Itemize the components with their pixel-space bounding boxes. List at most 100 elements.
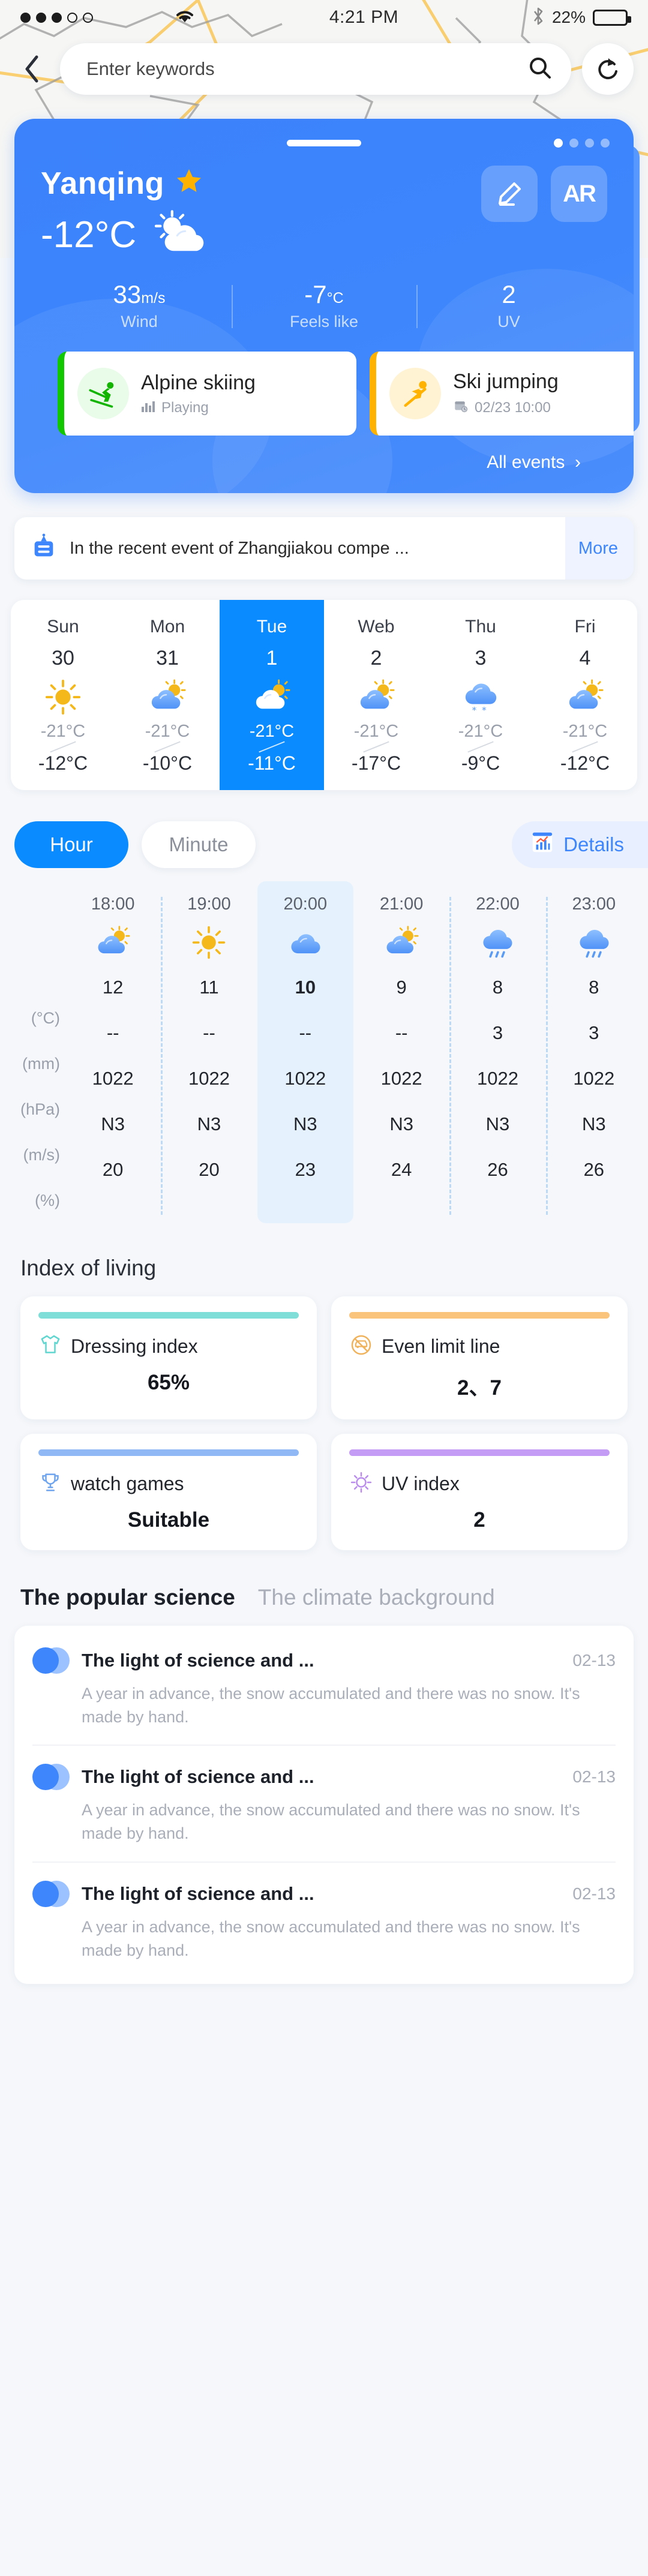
index-card-uv[interactable]: UV index 2 — [331, 1434, 628, 1550]
current-weather-card-wrapper: Yanqing -12°C — [14, 119, 640, 493]
partly-cloudy-icon — [65, 920, 161, 965]
hour-precip: -- — [106, 1022, 119, 1043]
notice-text: In the recent event of Zhangjiakou compe… — [70, 538, 409, 558]
news-item[interactable]: The light of science and ... 02-13 A yea… — [32, 1746, 616, 1863]
day-high: -9°C — [461, 752, 500, 774]
day-date: 31 — [156, 647, 179, 669]
forecast-day-tue[interactable]: Tue 1 -21°C -11°C — [220, 600, 324, 790]
event-card-alpine-skiing[interactable]: Alpine skiing — [58, 352, 356, 436]
index-name: UV index — [382, 1473, 460, 1494]
hourly-column[interactable]: 23:00 8 3 1022 N3 26 — [545, 881, 642, 1223]
hourly-column[interactable]: 21:00 9 -- 1022 N3 24 — [353, 881, 449, 1223]
news-item[interactable]: The light of science and ... 02-13 A yea… — [32, 1863, 616, 1978]
card-drag-handle[interactable] — [287, 139, 361, 146]
wind-value: 33 — [113, 280, 142, 308]
wind-unit: m/s — [141, 290, 166, 307]
hourly-column[interactable]: 22:00 8 3 1022 N3 26 — [449, 881, 545, 1223]
partly-cloudy-icon — [152, 210, 207, 260]
day-date: 30 — [52, 647, 74, 669]
edit-button[interactable] — [481, 166, 538, 222]
hour-temp: 8 — [492, 977, 503, 998]
day-low: -21°C — [353, 722, 399, 741]
news-list: The light of science and ... 02-13 A yea… — [14, 1626, 634, 1984]
uv-sun-icon — [349, 1470, 373, 1497]
hour-wind: N3 — [389, 1113, 413, 1134]
details-button[interactable]: Details — [512, 821, 648, 868]
news-tabs: The popular science The climate backgrou… — [20, 1585, 648, 1610]
metric-wind: 33m/s Wind — [47, 280, 232, 331]
day-weekday: Sun — [47, 617, 79, 637]
city-name: Yanqing — [41, 166, 164, 201]
tab-hour[interactable]: Hour — [14, 821, 128, 868]
row-label-wind: (m/s) — [23, 1145, 60, 1164]
sunny-icon — [11, 676, 115, 718]
forecast-day-mon[interactable]: Mon 31 -21°C -10°C — [115, 600, 220, 790]
hour-humidity: 20 — [102, 1159, 124, 1180]
hour-temp: 12 — [102, 977, 124, 998]
no-car-icon — [349, 1333, 373, 1360]
metric-uv: 2 UV — [416, 280, 601, 331]
hourly-column-selected[interactable]: 20:00 10 -- 1022 N3 23 — [257, 881, 353, 1223]
refresh-button[interactable] — [582, 43, 634, 95]
tab-popular-science[interactable]: The popular science — [20, 1585, 235, 1610]
row-label-temp: (°C) — [31, 1008, 60, 1027]
index-card-even-limit-line[interactable]: Even limit line 2、7 — [331, 1296, 628, 1419]
hour-time: 19:00 — [187, 894, 231, 914]
index-of-living-grid: Dressing index 65% Even limit line 2、7 w… — [20, 1296, 628, 1550]
hour-wind: N3 — [197, 1113, 221, 1134]
hourly-column[interactable]: 18:00 12 -- 1022 N3 20 — [65, 881, 161, 1223]
day-high: -12°C — [38, 752, 88, 774]
news-description: A year in advance, the snow accumulated … — [82, 1685, 580, 1727]
status-bar: 4:21 PM 22% — [0, 0, 648, 35]
tab-climate-background[interactable]: The climate background — [257, 1585, 495, 1610]
day-high: -17°C — [351, 752, 401, 774]
search-input[interactable] — [86, 58, 528, 80]
hour-precip: -- — [299, 1022, 312, 1043]
forecast-day-sun[interactable]: Sun 30 -21°C -12°C — [11, 600, 115, 790]
current-weather-card[interactable]: Yanqing -12°C — [14, 119, 634, 493]
day-low: -21°C — [458, 722, 503, 741]
news-title: The light of science and ... — [82, 1883, 314, 1904]
notice-more-link[interactable]: More — [565, 517, 634, 580]
index-name: Dressing index — [71, 1335, 198, 1357]
hour-wind: N3 — [485, 1113, 510, 1134]
notice-banner[interactable]: In the recent event of Zhangjiakou compe… — [14, 517, 634, 580]
feels-like-label: Feels like — [289, 313, 359, 331]
hour-wind: N3 — [101, 1113, 125, 1134]
row-label-humidity: (%) — [35, 1191, 60, 1209]
index-name: watch games — [71, 1473, 184, 1494]
ar-button[interactable]: AR — [551, 166, 607, 222]
star-icon[interactable] — [175, 167, 203, 200]
back-button[interactable] — [14, 55, 49, 83]
news-item[interactable]: The light of science and ... 02-13 A yea… — [32, 1629, 616, 1746]
forecast-day-web[interactable]: Web 2 -21°C -17°C — [324, 600, 428, 790]
all-events-link[interactable]: All events › — [41, 436, 607, 473]
hourly-column[interactable]: 19:00 11 -- 1022 N3 20 — [161, 881, 257, 1223]
uv-label: UV — [497, 313, 520, 331]
battery-icon — [593, 9, 631, 26]
index-value: Suitable — [127, 1508, 210, 1532]
hour-time: 20:00 — [283, 894, 328, 914]
search-header — [0, 35, 648, 95]
event-status: 02/23 10:00 — [475, 399, 551, 416]
day-low: -21°C — [145, 722, 190, 741]
news-title: The light of science and ... — [82, 1650, 314, 1671]
index-card-watch-games[interactable]: watch games Suitable — [20, 1434, 317, 1550]
index-card-dressing[interactable]: Dressing index 65% — [20, 1296, 317, 1419]
sunny-icon — [161, 920, 257, 965]
tab-minute[interactable]: Minute — [142, 821, 256, 868]
bluetooth-icon — [532, 7, 545, 29]
search-icon[interactable] — [528, 56, 552, 83]
uv-value: 2 — [502, 280, 516, 308]
event-card-ski-jumping[interactable]: Ski jumping 02/23 10:00 — [370, 352, 634, 436]
event-cards: Alpine skiing — [58, 352, 634, 436]
forecast-day-thu[interactable]: Thu 3 -21°C -9°C — [428, 600, 533, 790]
search-bar[interactable] — [60, 43, 571, 95]
hour-pressure: 1022 — [284, 1068, 326, 1089]
wifi-icon — [173, 8, 196, 28]
forecast-day-fri[interactable]: Fri 4 -21°C -12°C — [533, 600, 637, 790]
news-date: 02-13 — [572, 1767, 616, 1787]
hourly-row-labels: (°C) (mm) (hPa) (m/s) (%) — [0, 881, 65, 1223]
day-high: -10°C — [142, 752, 193, 774]
hour-precip: -- — [203, 1022, 215, 1043]
